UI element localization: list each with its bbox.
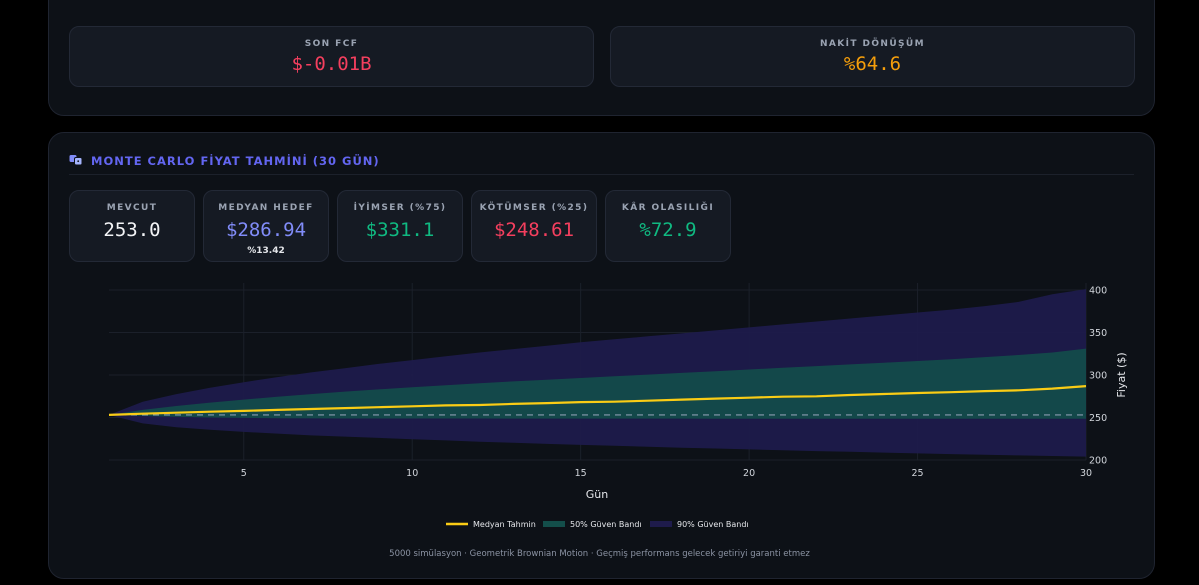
nakit-donusum-card: NAKİT DÖNÜŞÜM %64.6 xyxy=(610,26,1135,87)
median-layer xyxy=(108,385,1087,416)
band-50-area xyxy=(109,348,1086,419)
medyan-hedef-value: $286.94 xyxy=(225,219,307,241)
x-tick-label: 25 xyxy=(912,468,924,479)
kotumser-card: KÖTÜMSER (%25) $248.61 xyxy=(471,190,597,262)
median-line xyxy=(108,385,1087,416)
legend-label-band90: 90% Güven Bandı xyxy=(677,520,749,529)
mevcut-card: MEVCUT 253.0 xyxy=(69,190,195,262)
y-tick-label: 400 xyxy=(1089,286,1107,297)
son-fcf-value: $-0.01B xyxy=(291,53,372,75)
mevcut-label: MEVCUT xyxy=(106,203,158,213)
medyan-hedef-label: MEDYAN HEDEF xyxy=(218,203,314,213)
legend-label-median: Medyan Tahmin xyxy=(473,520,536,529)
kar-olasiligi-value: %72.9 xyxy=(639,219,697,241)
y-tick-label: 200 xyxy=(1089,456,1107,467)
y-axis-title: Fiyat ($) xyxy=(1115,352,1128,397)
header-divider xyxy=(69,174,1134,175)
x-tick-label: 10 xyxy=(406,468,418,479)
legend-swatch-band90 xyxy=(650,521,672,527)
x-tick-label: 5 xyxy=(241,468,247,479)
legend-item-band50[interactable]: 50% Güven Bandı xyxy=(543,520,642,529)
x-tick-label: 30 xyxy=(1080,468,1092,479)
x-tick-label: 20 xyxy=(743,468,755,479)
medyan-hedef-change: %13.42 xyxy=(247,246,285,256)
fcf-panel: SON FCF $-0.01B NAKİT DÖNÜŞÜM %64.6 xyxy=(48,0,1155,116)
dice-icon xyxy=(69,151,83,170)
kar-olasiligi-card: KÂR OLASILIĞI %72.9 xyxy=(605,190,731,262)
monte-carlo-header: MONTE CARLO FİYAT TAHMİNİ (30 GÜN) xyxy=(69,151,380,170)
kotumser-label: KÖTÜMSER (%25) xyxy=(479,203,589,213)
y-tick-label: 250 xyxy=(1089,413,1107,424)
footnote: 5000 simülasyon · Geometrik Brownian Mot… xyxy=(389,549,810,559)
mevcut-value: 253.0 xyxy=(103,219,161,241)
son-fcf-label: SON FCF xyxy=(304,39,359,49)
monte-carlo-title: MONTE CARLO FİYAT TAHMİNİ (30 GÜN) xyxy=(91,153,380,168)
legend-label-band50: 50% Güven Bandı xyxy=(570,520,642,529)
nakit-donusum-label: NAKİT DÖNÜŞÜM xyxy=(819,39,925,49)
kotumser-value: $248.61 xyxy=(493,219,575,241)
kar-olasiligi-label: KÂR OLASILIĞI xyxy=(621,203,715,213)
legend-item-median[interactable]: Medyan Tahmin xyxy=(446,520,536,529)
legend-item-band90[interactable]: 90% Güven Bandı xyxy=(650,520,749,529)
nakit-donusum-value: %64.6 xyxy=(843,53,902,75)
son-fcf-card: SON FCF $-0.01B xyxy=(69,26,594,87)
y-tick-label: 300 xyxy=(1089,371,1107,382)
legend-swatch-band50 xyxy=(543,521,565,527)
iyimser-label: İYİMSER (%75) xyxy=(353,203,447,213)
chart-legend: Medyan Tahmin 50% Güven Bandı 90% Güven … xyxy=(446,520,749,529)
band-50-layer xyxy=(109,348,1086,419)
iyimser-card: İYİMSER (%75) $331.1 xyxy=(337,190,463,262)
x-axis-title: Gün xyxy=(586,488,608,501)
x-tick-label: 15 xyxy=(575,468,587,479)
medyan-hedef-card: MEDYAN HEDEF $286.94 %13.42 xyxy=(203,190,329,262)
y-tick-label: 350 xyxy=(1089,328,1107,339)
iyimser-value: $331.1 xyxy=(365,219,435,241)
